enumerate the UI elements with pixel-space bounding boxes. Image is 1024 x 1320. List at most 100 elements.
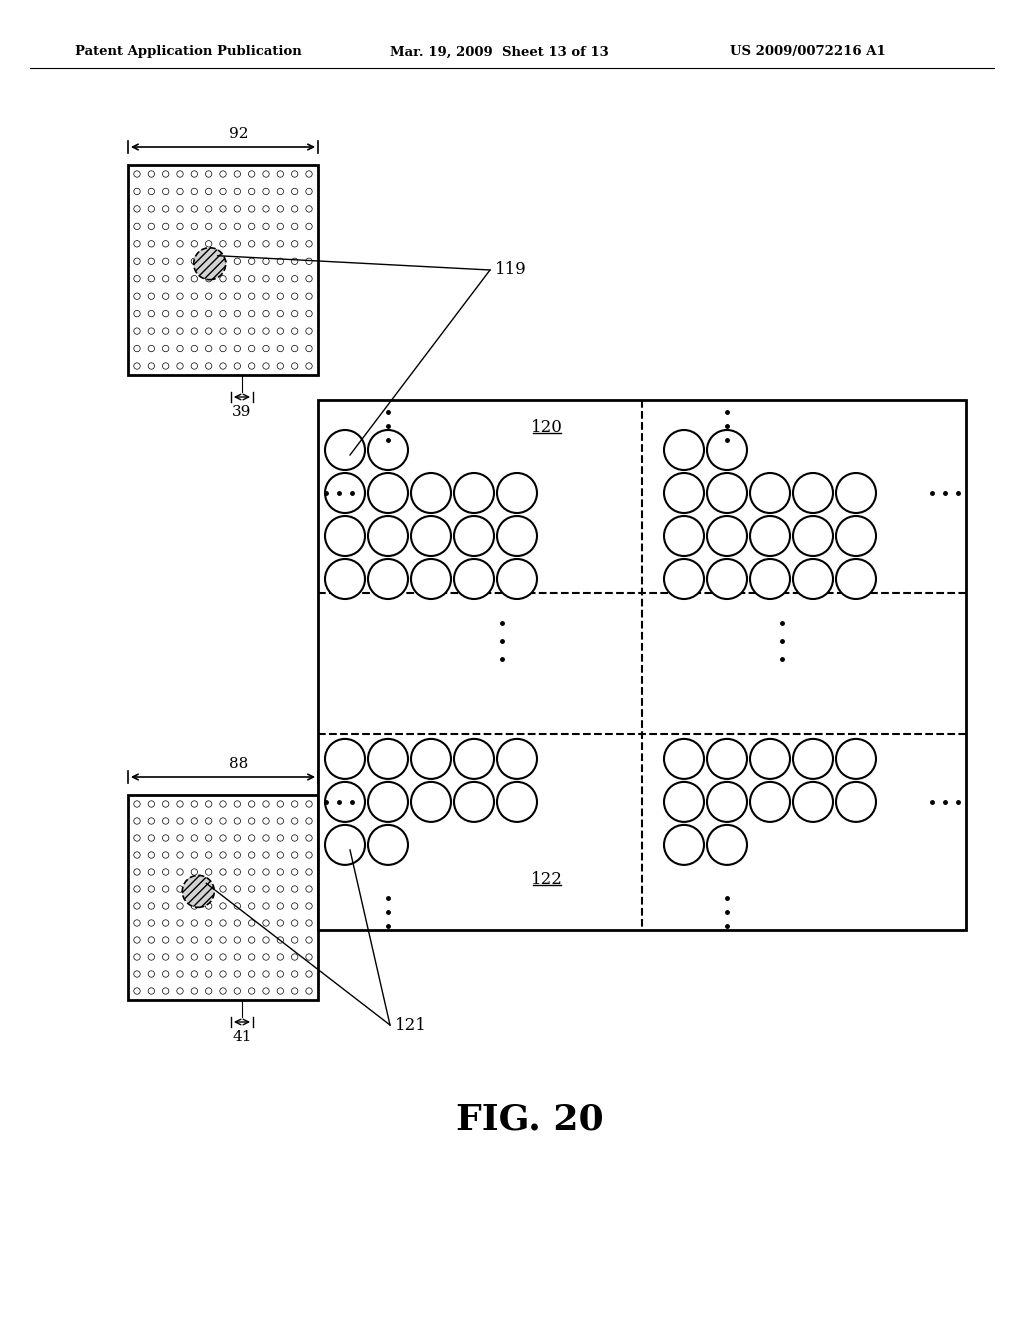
Circle shape: [220, 834, 226, 841]
Circle shape: [220, 170, 226, 177]
Circle shape: [278, 327, 284, 334]
Circle shape: [206, 189, 212, 194]
Circle shape: [234, 937, 241, 944]
Circle shape: [134, 276, 140, 282]
Circle shape: [292, 363, 298, 370]
Circle shape: [306, 886, 312, 892]
Circle shape: [220, 801, 226, 808]
Circle shape: [278, 259, 284, 264]
Circle shape: [206, 170, 212, 177]
Circle shape: [249, 886, 255, 892]
Circle shape: [177, 920, 183, 927]
Text: 39: 39: [232, 405, 252, 418]
Circle shape: [454, 516, 494, 556]
Circle shape: [220, 920, 226, 927]
Circle shape: [234, 259, 241, 264]
Circle shape: [148, 818, 155, 824]
Circle shape: [411, 516, 451, 556]
Circle shape: [292, 240, 298, 247]
Circle shape: [836, 473, 876, 513]
Circle shape: [134, 346, 140, 351]
Circle shape: [263, 346, 269, 351]
Circle shape: [292, 801, 298, 808]
Circle shape: [278, 954, 284, 960]
Circle shape: [163, 970, 169, 977]
Bar: [128, 165, 318, 375]
Circle shape: [263, 310, 269, 317]
Circle shape: [249, 240, 255, 247]
Circle shape: [278, 363, 284, 370]
Circle shape: [194, 248, 225, 280]
Circle shape: [278, 920, 284, 927]
Circle shape: [263, 206, 269, 213]
Circle shape: [206, 937, 212, 944]
Circle shape: [148, 920, 155, 927]
Circle shape: [234, 834, 241, 841]
Circle shape: [368, 516, 408, 556]
Circle shape: [206, 987, 212, 994]
Circle shape: [163, 240, 169, 247]
Circle shape: [148, 886, 155, 892]
Circle shape: [148, 310, 155, 317]
Circle shape: [306, 206, 312, 213]
Circle shape: [292, 189, 298, 194]
Circle shape: [234, 920, 241, 927]
Circle shape: [234, 206, 241, 213]
Circle shape: [497, 739, 537, 779]
Circle shape: [134, 903, 140, 909]
Circle shape: [292, 920, 298, 927]
Circle shape: [793, 516, 833, 556]
Circle shape: [177, 937, 183, 944]
Circle shape: [163, 886, 169, 892]
Circle shape: [163, 363, 169, 370]
Circle shape: [278, 170, 284, 177]
Circle shape: [163, 954, 169, 960]
Circle shape: [220, 903, 226, 909]
Circle shape: [234, 276, 241, 282]
Circle shape: [191, 903, 198, 909]
Circle shape: [206, 363, 212, 370]
Circle shape: [191, 346, 198, 351]
Circle shape: [368, 473, 408, 513]
Circle shape: [263, 801, 269, 808]
Circle shape: [292, 818, 298, 824]
Circle shape: [177, 223, 183, 230]
Circle shape: [263, 327, 269, 334]
Circle shape: [278, 310, 284, 317]
Circle shape: [163, 276, 169, 282]
Circle shape: [177, 970, 183, 977]
Circle shape: [177, 903, 183, 909]
Circle shape: [134, 937, 140, 944]
Circle shape: [292, 259, 298, 264]
Circle shape: [163, 170, 169, 177]
Circle shape: [234, 903, 241, 909]
Circle shape: [306, 223, 312, 230]
Circle shape: [368, 781, 408, 822]
Circle shape: [177, 834, 183, 841]
Text: Mar. 19, 2009  Sheet 13 of 13: Mar. 19, 2009 Sheet 13 of 13: [390, 45, 608, 58]
Circle shape: [263, 954, 269, 960]
Circle shape: [191, 240, 198, 247]
Circle shape: [292, 327, 298, 334]
Circle shape: [707, 430, 746, 470]
Circle shape: [263, 869, 269, 875]
Circle shape: [249, 206, 255, 213]
Circle shape: [134, 970, 140, 977]
Circle shape: [134, 206, 140, 213]
Circle shape: [263, 276, 269, 282]
Circle shape: [177, 954, 183, 960]
Circle shape: [191, 223, 198, 230]
Circle shape: [292, 346, 298, 351]
Circle shape: [249, 903, 255, 909]
Circle shape: [836, 516, 876, 556]
Circle shape: [191, 363, 198, 370]
Text: 119: 119: [495, 261, 526, 279]
Circle shape: [497, 516, 537, 556]
Circle shape: [177, 293, 183, 300]
Circle shape: [206, 818, 212, 824]
Circle shape: [292, 276, 298, 282]
Circle shape: [220, 293, 226, 300]
Circle shape: [249, 363, 255, 370]
Circle shape: [306, 937, 312, 944]
Circle shape: [292, 170, 298, 177]
